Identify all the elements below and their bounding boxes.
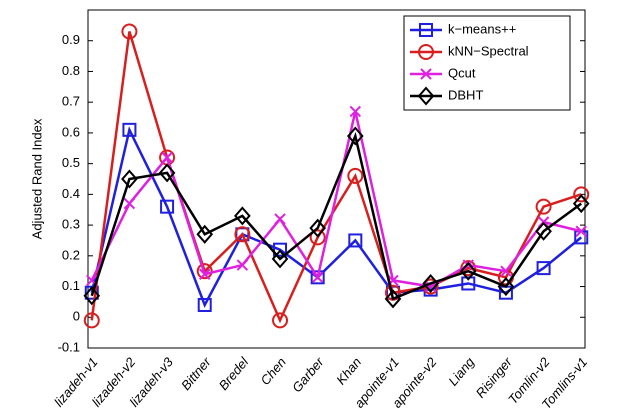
point-marker [573, 186, 590, 203]
point-marker [536, 261, 551, 276]
point-marker [274, 213, 286, 225]
point-marker [160, 199, 175, 214]
point-marker [196, 263, 213, 280]
y-tick-label: 0.2 [62, 247, 80, 262]
point-marker [309, 218, 327, 238]
y-tick-label: 0.7 [62, 94, 80, 109]
point-marker [347, 167, 364, 184]
point-marker [497, 277, 515, 297]
point-marker [236, 259, 249, 271]
point-marker [459, 261, 477, 281]
point-marker [121, 23, 138, 40]
series-line [90, 131, 582, 301]
y-tick-label: 0.9 [62, 32, 80, 47]
point-marker [199, 268, 211, 280]
point-marker [420, 68, 432, 80]
y-tick-label: 0.8 [62, 63, 80, 78]
point-marker [234, 226, 251, 243]
point-marker [273, 242, 288, 257]
point-marker [234, 206, 251, 226]
point-marker [197, 297, 212, 312]
legend-label: kNN−Spectral [448, 43, 529, 58]
x-tick-label: Garber [289, 354, 327, 395]
point-marker [348, 233, 363, 248]
x-tick-label: Liang [445, 354, 477, 389]
point-marker [123, 197, 136, 210]
point-marker [384, 289, 402, 309]
legend-label: DBHT [448, 87, 483, 102]
point-marker [349, 105, 362, 118]
point-marker [311, 271, 324, 284]
x-tick-label: Khan [333, 354, 364, 387]
point-marker [122, 122, 137, 137]
legend: k−means++ kNN−Spectral Qcut DBHT [403, 15, 571, 111]
point-marker [309, 229, 326, 246]
point-marker [196, 224, 214, 244]
series-line [90, 111, 582, 288]
y-tick-label: 0.5 [62, 155, 80, 170]
x-tick-label: Bredel [216, 354, 252, 393]
point-marker [161, 151, 173, 164]
point-marker [346, 126, 364, 146]
legend-label: k−means++ [448, 21, 516, 36]
point-marker [535, 198, 552, 215]
y-tick-label: -0.1 [58, 339, 80, 354]
point-marker [575, 225, 587, 237]
y-tick-label: 0.4 [62, 186, 80, 201]
point-marker [310, 270, 325, 285]
point-marker [422, 273, 439, 293]
point-marker [158, 163, 176, 183]
y-tick-label: 0.3 [62, 217, 80, 232]
y-tick-label: 0 [73, 309, 80, 324]
x-tick-label: Bittner [178, 354, 214, 393]
legend-label: Qcut [448, 65, 476, 80]
y-axis-label: Adjusted Rand Index [29, 118, 44, 239]
point-marker [121, 169, 138, 189]
point-marker [417, 86, 435, 106]
point-marker [461, 276, 476, 291]
y-tick-label: 0.6 [62, 124, 80, 139]
point-marker [83, 312, 100, 329]
point-marker [535, 221, 552, 241]
point-marker [271, 249, 289, 269]
x-tick-label: Chen [257, 354, 288, 387]
point-marker [418, 44, 434, 60]
point-marker [272, 312, 289, 329]
point-marker [83, 286, 101, 306]
point-marker [500, 265, 512, 277]
point-marker [572, 194, 590, 214]
y-tick-label: 0.1 [62, 278, 80, 293]
point-marker [419, 23, 433, 37]
